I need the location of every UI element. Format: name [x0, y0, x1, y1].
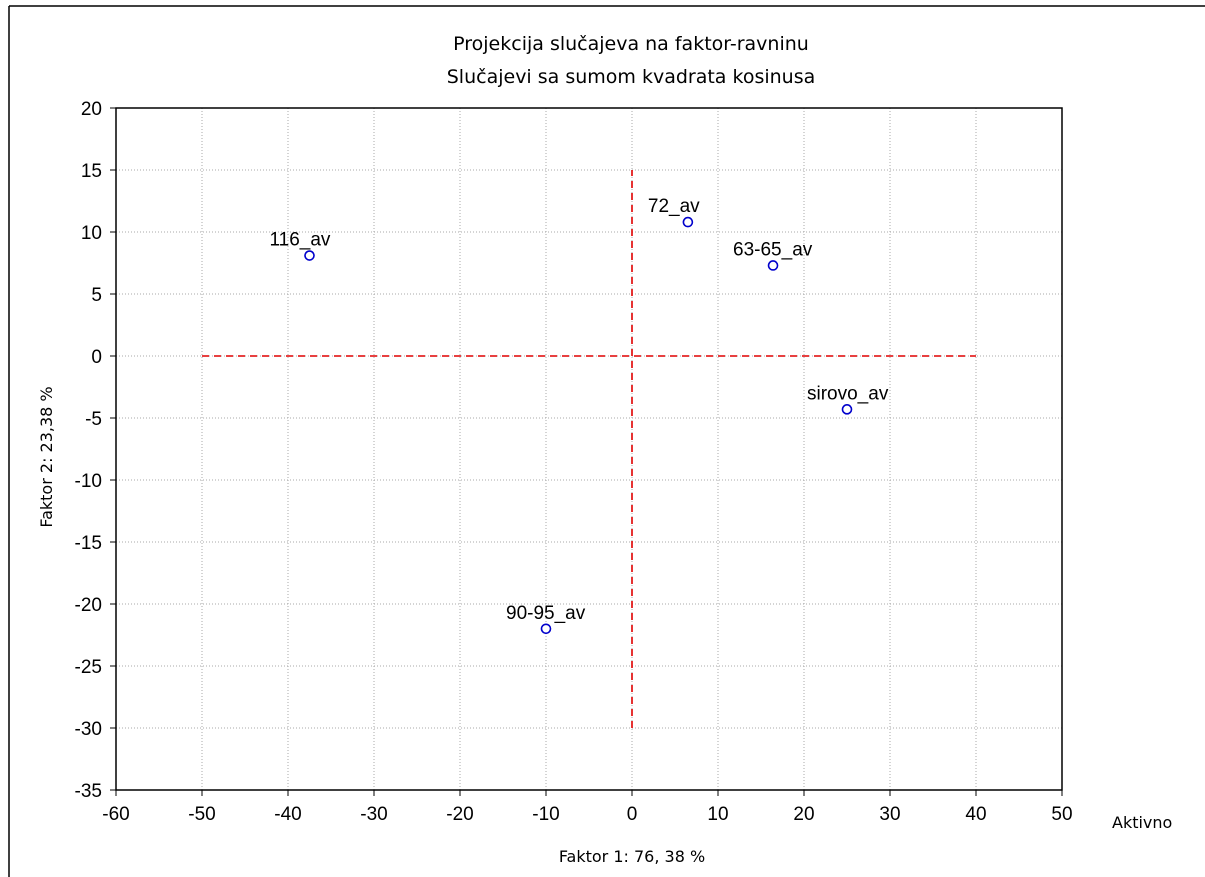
y-tick-label: -10 — [75, 471, 102, 492]
chart-subtitle: Slučajevi sa sumom kvadrata kosinusa — [446, 66, 816, 88]
data-point-marker — [841, 404, 853, 415]
x-tick-label: 10 — [707, 804, 728, 825]
y-tick-label: -30 — [75, 719, 102, 740]
x-tick-label: 0 — [627, 804, 638, 825]
y-axis-title: Faktor 2: 23,38 % — [37, 386, 56, 527]
legend-label: Aktivno — [1112, 813, 1172, 832]
data-point-label: sirovo_av — [807, 383, 889, 404]
plot-area — [115, 107, 1063, 791]
x-tick-label: -50 — [188, 804, 215, 825]
x-tick-label: 30 — [879, 804, 900, 825]
x-tick-label: 50 — [1051, 804, 1072, 825]
label-mask-left — [199, 838, 454, 877]
data-point-marker — [540, 623, 552, 635]
data-point-marker — [767, 260, 779, 271]
data-points: 116_av 72_av 63-65_av sirovo_av 90-95_av — [270, 196, 889, 635]
grid-lines — [116, 108, 1062, 790]
x-tick-label: -40 — [274, 804, 301, 825]
axis-ticks: -60 -50 -40 -30 -20 -10 0 10 20 30 40 50-35-30-25-2… — [75, 99, 1073, 825]
y-tick-label: -25 — [75, 657, 102, 678]
x-axis-title: Faktor 1: 76, 38 % — [559, 847, 705, 866]
reference-lines — [202, 170, 976, 728]
y-tick-label: -5 — [85, 409, 102, 430]
x-tick-label: 40 — [965, 804, 986, 825]
y-tick-label: 10 — [81, 223, 102, 244]
y-tick-label: -35 — [75, 781, 102, 802]
label-mask-right — [740, 838, 824, 877]
data-point-marker — [304, 250, 315, 261]
data-point-marker — [682, 216, 694, 228]
data-point-label: 72_av — [648, 196, 700, 217]
chart-title: Projekcija slučajeva na faktor-ravninu — [453, 33, 809, 55]
y-tick-label: 0 — [91, 347, 102, 368]
data-point-label: 116_av — [270, 230, 331, 251]
x-tick-label: -60 — [102, 804, 129, 825]
x-tick-label: -30 — [360, 804, 387, 825]
data-point-label: 63-65_av — [733, 239, 813, 260]
x-tick-label: -10 — [532, 804, 559, 825]
x-tick-label: 20 — [793, 804, 814, 825]
data-point-label: 90-95_av — [506, 603, 586, 624]
y-tick-label: 20 — [81, 99, 102, 120]
label-mask-y — [34, 347, 60, 567]
y-tick-label: -20 — [75, 595, 102, 616]
y-tick-label: 5 — [91, 285, 102, 306]
y-tick-label: 15 — [81, 161, 102, 182]
x-tick-label: -20 — [446, 804, 473, 825]
y-tick-label: -15 — [75, 533, 102, 554]
